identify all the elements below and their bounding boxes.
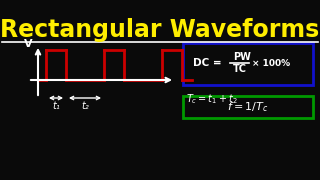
Text: TC: TC [233, 64, 247, 74]
Bar [183, 96, 313, 118]
Text: DC =: DC = [193, 58, 222, 68]
Text: × 100%: × 100% [252, 58, 290, 68]
Text: $T_c = t_1 + t_2$: $T_c = t_1 + t_2$ [186, 92, 238, 106]
Text: t₂: t₂ [81, 101, 89, 111]
Text: Rectangular Waveforms: Rectangular Waveforms [0, 18, 320, 42]
Bar [183, 43, 313, 85]
Text: t₁: t₁ [52, 101, 60, 111]
Text: $f = 1/T_c$: $f = 1/T_c$ [227, 100, 269, 114]
Text: PW: PW [233, 52, 251, 62]
Text: V: V [24, 39, 33, 49]
